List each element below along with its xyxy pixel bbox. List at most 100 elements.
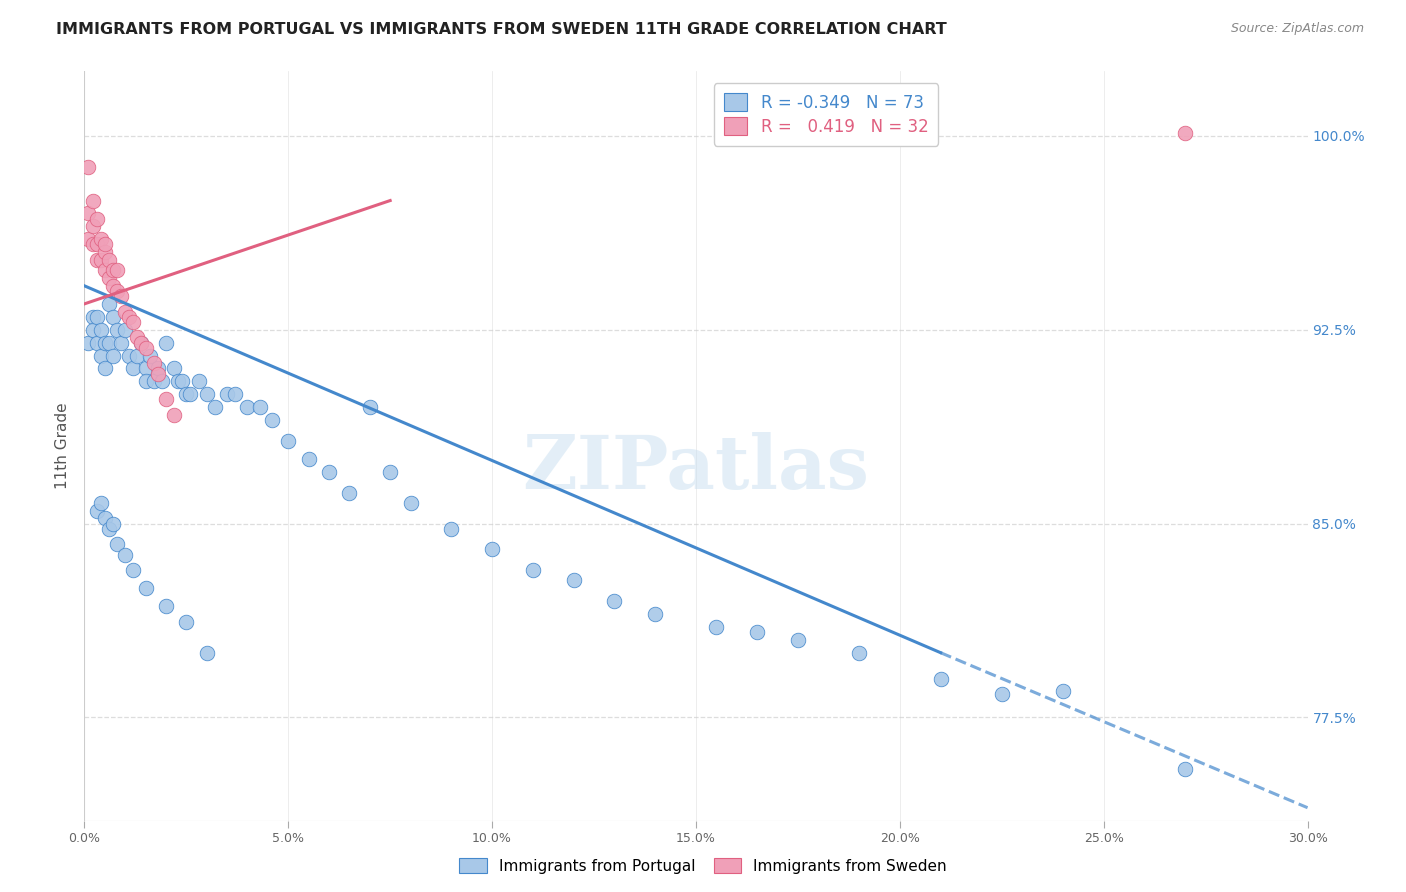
Point xyxy=(122,315,145,329)
Point xyxy=(204,401,226,415)
Point xyxy=(787,632,810,647)
Legend: Immigrants from Portugal, Immigrants from Sweden: Immigrants from Portugal, Immigrants fro… xyxy=(453,852,953,880)
Point xyxy=(77,160,100,174)
Point xyxy=(1174,127,1197,141)
Point xyxy=(114,548,136,562)
Point xyxy=(118,349,141,363)
Point xyxy=(101,310,124,324)
Point xyxy=(150,375,173,389)
Point xyxy=(929,672,952,686)
Point xyxy=(93,335,115,350)
Point xyxy=(135,361,157,376)
Point xyxy=(82,219,104,234)
Point xyxy=(155,335,177,350)
Point xyxy=(127,330,149,344)
Legend: R = -0.349   N = 73, R =   0.419   N = 32: R = -0.349 N = 73, R = 0.419 N = 32 xyxy=(714,84,938,145)
Point xyxy=(105,284,128,298)
Point xyxy=(97,252,120,267)
Point xyxy=(97,335,120,350)
Point xyxy=(260,413,283,427)
Text: Source: ZipAtlas.com: Source: ZipAtlas.com xyxy=(1230,22,1364,36)
Point xyxy=(236,401,259,415)
Point xyxy=(224,387,246,401)
Point xyxy=(522,563,544,577)
Point xyxy=(86,335,108,350)
Y-axis label: 11th Grade: 11th Grade xyxy=(55,402,70,490)
Point xyxy=(77,335,100,350)
Point xyxy=(90,496,112,510)
Point xyxy=(110,335,132,350)
Point xyxy=(481,542,503,557)
Point xyxy=(195,646,218,660)
Point xyxy=(217,387,239,401)
Point xyxy=(86,252,108,267)
Point xyxy=(110,289,132,303)
Point xyxy=(187,375,209,389)
Point xyxy=(105,537,128,551)
Point xyxy=(93,511,115,525)
Point xyxy=(163,361,186,376)
Point xyxy=(1174,762,1197,776)
Point xyxy=(603,594,626,608)
Point xyxy=(86,503,108,517)
Point xyxy=(163,408,186,422)
Point xyxy=(359,401,381,415)
Point xyxy=(146,361,169,376)
Point xyxy=(101,349,124,363)
Point xyxy=(122,361,145,376)
Point xyxy=(135,375,157,389)
Point xyxy=(90,232,112,246)
Point xyxy=(86,211,108,226)
Point xyxy=(127,349,149,363)
Point xyxy=(298,451,321,466)
Point xyxy=(77,206,100,220)
Point xyxy=(93,361,115,376)
Point xyxy=(77,232,100,246)
Point xyxy=(105,263,128,277)
Text: ZIPatlas: ZIPatlas xyxy=(523,432,869,505)
Point xyxy=(991,687,1014,701)
Point xyxy=(644,607,666,621)
Point xyxy=(86,310,108,324)
Point xyxy=(135,341,157,355)
Point xyxy=(277,434,299,448)
Point xyxy=(82,310,104,324)
Point xyxy=(131,335,153,350)
Point xyxy=(97,522,120,536)
Point xyxy=(155,599,177,614)
Point xyxy=(146,367,169,381)
Point xyxy=(131,335,153,350)
Point xyxy=(122,563,145,577)
Point xyxy=(138,349,160,363)
Point xyxy=(97,297,120,311)
Point xyxy=(82,237,104,252)
Point xyxy=(86,237,108,252)
Point xyxy=(93,237,115,252)
Point xyxy=(114,304,136,318)
Point xyxy=(155,392,177,407)
Point xyxy=(142,356,165,370)
Point xyxy=(706,620,728,634)
Point xyxy=(167,375,190,389)
Point xyxy=(848,646,870,660)
Point xyxy=(380,465,402,479)
Point xyxy=(399,496,422,510)
Point xyxy=(142,375,165,389)
Point xyxy=(747,625,769,640)
Point xyxy=(97,271,120,285)
Point xyxy=(114,323,136,337)
Point xyxy=(101,278,124,293)
Point xyxy=(179,387,201,401)
Point xyxy=(118,310,141,324)
Point xyxy=(174,387,197,401)
Point xyxy=(90,252,112,267)
Point xyxy=(339,485,361,500)
Point xyxy=(90,349,112,363)
Point xyxy=(195,387,218,401)
Point xyxy=(174,615,197,629)
Point xyxy=(562,574,585,588)
Point xyxy=(101,516,124,531)
Point xyxy=(172,375,194,389)
Point xyxy=(249,401,271,415)
Point xyxy=(318,465,340,479)
